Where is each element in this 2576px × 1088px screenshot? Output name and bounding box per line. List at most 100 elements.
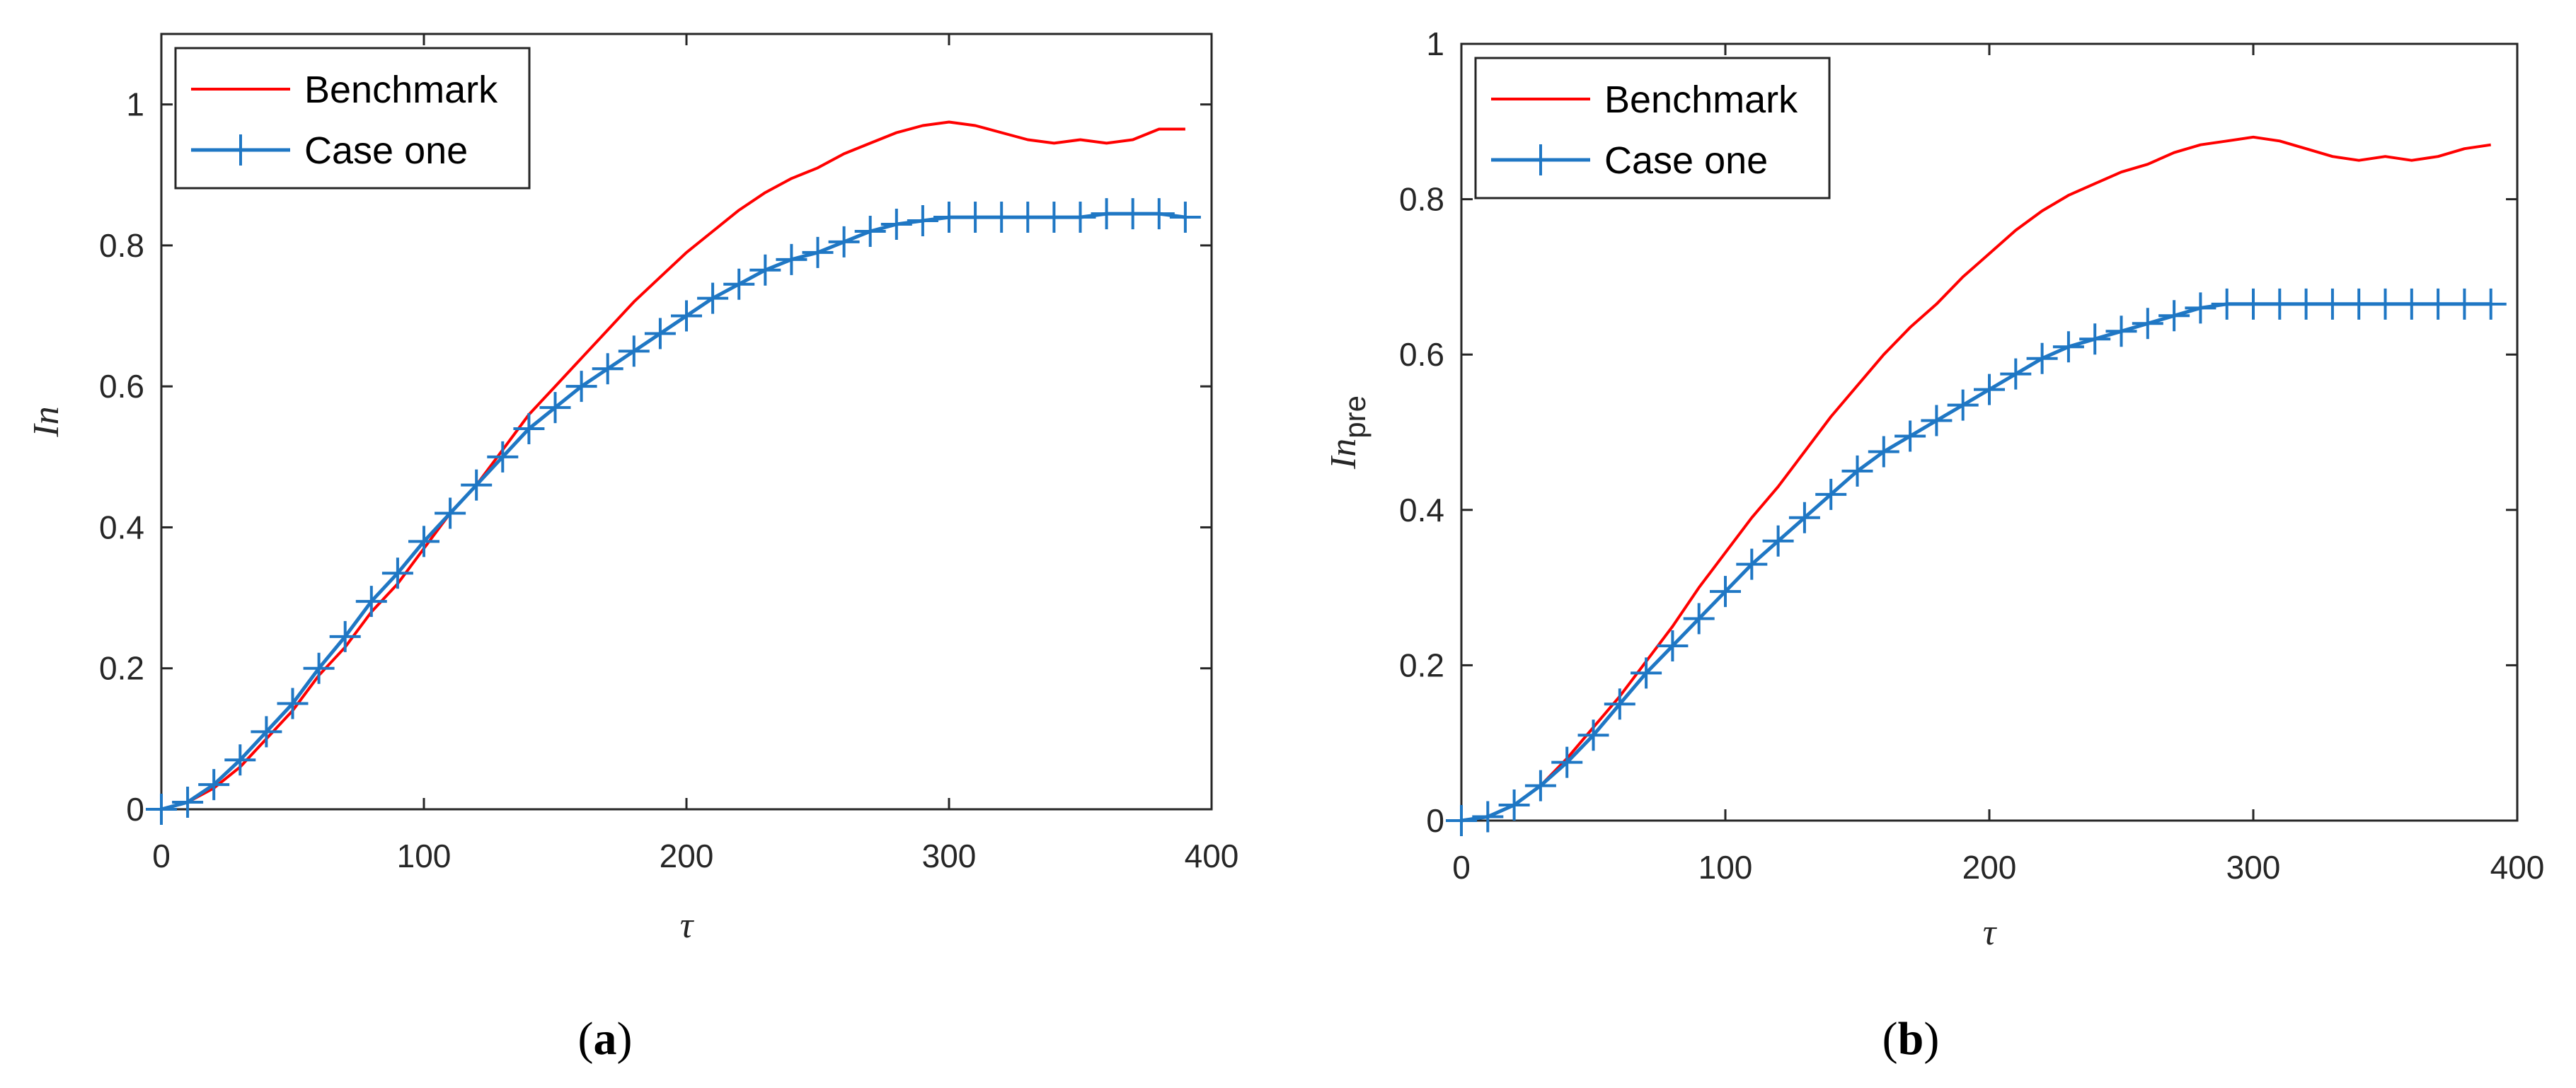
data-point-marker (1974, 374, 2005, 405)
data-point-marker (2105, 316, 2137, 347)
data-point-marker (303, 652, 335, 684)
data-point-marker (2052, 331, 2084, 363)
data-point-marker (435, 497, 466, 529)
data-point-marker (1498, 789, 1530, 821)
data-point-marker (513, 412, 545, 444)
data-point-marker (1143, 198, 1175, 230)
data-point-marker (592, 353, 623, 385)
caption-paren-close: ) (617, 1013, 633, 1065)
x-tick-label: 0 (1452, 849, 1471, 886)
x-tick-label: 100 (1698, 849, 1753, 886)
data-point-marker (1710, 576, 1741, 608)
data-point-marker (539, 392, 571, 424)
legend-b: Benchmark Case one (1474, 57, 1831, 199)
data-point-marker (854, 215, 886, 247)
data-point-marker (224, 744, 256, 776)
y-tick-label: 1 (1426, 25, 1444, 62)
data-point-marker (880, 209, 912, 241)
data-point-marker (1657, 630, 1689, 661)
data-point-marker (1472, 801, 1504, 833)
y-tick-label: 0.6 (99, 368, 144, 405)
data-point-marker (408, 526, 439, 557)
data-point-marker (2264, 288, 2296, 320)
data-point-marker (671, 300, 702, 332)
x-tick-label: 100 (397, 838, 452, 874)
data-point-marker (2158, 300, 2190, 332)
y-tick-label: 0 (126, 791, 144, 828)
data-point-marker (749, 254, 781, 286)
x-tick-label: 400 (2490, 849, 2545, 886)
data-point-marker (2026, 342, 2058, 374)
chart-a: 0 100 200 300 400 0 0.2 0.4 0.6 0.8 1 τ In Benchmark C… (26, 33, 1238, 1065)
data-point-marker (381, 557, 413, 589)
legend-entry-label: Benchmark (1604, 79, 1798, 121)
legend-entry-label: Case one (1604, 139, 1768, 182)
data-point-marker (697, 282, 729, 314)
data-point-marker (2316, 288, 2348, 320)
data-point-marker (2290, 288, 2322, 320)
data-point-marker (1012, 202, 1044, 233)
data-point-marker (2369, 288, 2401, 320)
x-tick-label: 300 (2226, 849, 2281, 886)
y-axis-label-subscript: pre (1338, 395, 1372, 439)
series-line-benchmark (1461, 135, 2491, 822)
data-point-marker (2449, 288, 2480, 320)
data-point-marker (1736, 548, 1768, 580)
data-point-marker (251, 716, 282, 748)
legend-entry-label: Benchmark (304, 69, 498, 111)
x-axis-label: τ (680, 905, 695, 946)
y-tick-label: 0.4 (1399, 492, 1444, 528)
data-point-marker (1446, 805, 1477, 836)
y-tick-label: 0.6 (1399, 336, 1444, 373)
data-point-marker (487, 441, 519, 473)
y-tick-label: 0.4 (99, 509, 144, 545)
caption-paren-open: ( (1882, 1013, 1898, 1065)
x-tick-label: 300 (922, 838, 977, 874)
data-point-marker (1947, 389, 1979, 421)
data-point-marker (1091, 198, 1122, 230)
data-point-marker (960, 202, 991, 233)
caption-b: (b) (1882, 1013, 1940, 1065)
data-point-marker (2211, 288, 2243, 320)
data-point-marker (1038, 202, 1070, 233)
caption-paren-open: ( (578, 1013, 594, 1065)
caption-letter: a (594, 1013, 617, 1065)
y-axis-label-main: In (1323, 439, 1364, 470)
data-point-marker (355, 586, 387, 618)
legend-marker (1525, 144, 1556, 175)
x-tick-label: 200 (660, 838, 714, 874)
y-tick-label: 0.2 (99, 650, 144, 687)
legend-entry-label: Case one (304, 129, 468, 172)
y-axis-label-main: In (26, 406, 67, 437)
data-point-marker (198, 769, 230, 801)
caption-a: (a) (578, 1013, 633, 1065)
data-point-marker (1604, 688, 1635, 720)
y-axis-label: Inpre (1323, 395, 1372, 470)
data-point-marker (277, 688, 309, 719)
y-tick-label: 0.2 (1399, 647, 1444, 683)
data-point-marker (2132, 308, 2163, 340)
data-point-marker (618, 335, 650, 367)
y-axis-label: In (26, 406, 67, 437)
data-point-marker (1524, 770, 1556, 801)
y-tick-label: 0.8 (99, 227, 144, 264)
data-point-marker (933, 202, 965, 233)
data-point-marker (828, 226, 860, 257)
data-point-marker (1117, 198, 1149, 230)
data-point-marker (644, 318, 676, 349)
data-point-marker (2079, 323, 2111, 355)
data-point-marker (1894, 420, 1926, 452)
data-point-marker (1815, 478, 1847, 510)
x-axis-label: τ (1983, 913, 1998, 953)
data-point-marker (329, 620, 361, 652)
data-point-marker (1577, 719, 1609, 751)
data-point-marker (1788, 502, 1820, 533)
series-line-benchmark (161, 120, 1185, 811)
data-point-marker (1841, 455, 1873, 487)
y-tick-label: 1 (126, 86, 144, 123)
chart-b: 0 100 200 300 400 0 0.2 0.4 0.6 0.8 1 τ Inpre Benchma… (1323, 25, 2544, 1065)
data-point-marker (461, 469, 493, 501)
data-point-marker (986, 202, 1018, 233)
caption-letter: b (1898, 1013, 1924, 1065)
y-tick-label: 0 (1426, 802, 1444, 839)
